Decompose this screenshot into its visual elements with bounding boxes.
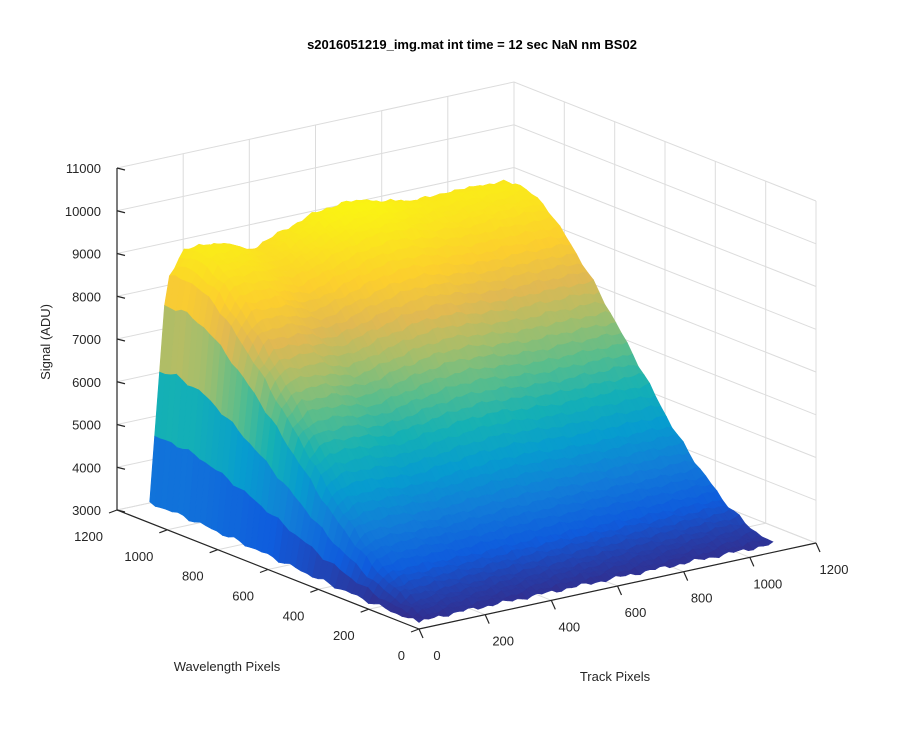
z-tick-label-8: 11000 (66, 161, 101, 176)
grid-line-z-7 (116, 124, 817, 245)
y-tick-label-6: 1200 (74, 529, 103, 544)
y-tick-label-2: 400 (283, 608, 305, 623)
grid-line-z-6 (116, 166, 817, 287)
x-tick-mark-2 (550, 600, 556, 610)
x-tick-mark-4 (683, 571, 689, 581)
y-tick-label-1: 200 (333, 628, 355, 643)
y-tick-mark-3 (259, 568, 269, 574)
x-tick-label-4: 800 (691, 591, 713, 606)
x-tick-label-6: 1200 (820, 562, 849, 577)
chart-title: s2016051219_img.mat int time = 12 sec Na… (307, 37, 637, 52)
z-tick-label-1: 4000 (72, 460, 101, 475)
z-tick-label-6: 9000 (72, 247, 101, 262)
z-tick-mark-4 (116, 338, 126, 342)
z-tick-label-3: 6000 (72, 375, 101, 390)
grid-line-z-8 (116, 81, 817, 202)
z-tick-mark-2 (116, 423, 126, 428)
x-tick-label-2: 400 (558, 619, 580, 634)
z-tick-label-2: 5000 (72, 418, 101, 433)
z-tick-mark-8 (116, 167, 126, 171)
z-tick-mark-0 (116, 509, 126, 513)
x-tick-mark-0 (418, 628, 424, 639)
y-tick-mark-2 (310, 588, 319, 593)
y-tick-mark-5 (159, 529, 168, 534)
y-tick-mark-6 (108, 509, 118, 514)
surface-layer (149, 179, 774, 623)
x-tick-mark-3 (616, 585, 623, 596)
x-tick-mark-6 (815, 542, 821, 553)
z-tick-label-7: 10000 (65, 204, 101, 219)
z-tick-mark-7 (116, 210, 126, 214)
z-tick-mark-6 (116, 252, 126, 257)
y-axis-label: Wavelength Pixels (174, 659, 281, 674)
surface-patch-3455 (412, 617, 425, 623)
z-tick-label-5: 8000 (72, 289, 101, 304)
x-tick-label-3: 600 (625, 605, 647, 620)
y-tick-label-3: 600 (232, 589, 254, 604)
y-tick-label-4: 800 (182, 569, 204, 584)
x-tick-mark-5 (749, 557, 755, 567)
axis-layer: 0 200 400 600 800 1000 1200 0 200 400 600 800 1000 12… (65, 161, 849, 663)
x-axis-label: Track Pixels (580, 669, 651, 684)
y-tick-label-0: 0 (398, 648, 405, 663)
z-tick-label-0: 3000 (72, 503, 101, 518)
z-tick-mark-5 (116, 295, 126, 299)
z-tick-mark-3 (116, 381, 126, 385)
z-tick-mark-1 (116, 466, 126, 470)
y-tick-mark-1 (360, 608, 369, 613)
z-tick-label-4: 7000 (72, 332, 101, 347)
x-tick-label-1: 200 (492, 634, 514, 649)
x-tick-label-5: 1000 (753, 576, 782, 591)
z-axis-label: Signal (ADU) (38, 304, 53, 380)
y-tick-label-5: 1000 (124, 549, 153, 564)
x-tick-label-0: 0 (433, 648, 440, 663)
y-tick-mark-4 (209, 549, 218, 554)
x-tick-mark-1 (484, 614, 490, 624)
y-tick-mark-0 (410, 628, 420, 633)
